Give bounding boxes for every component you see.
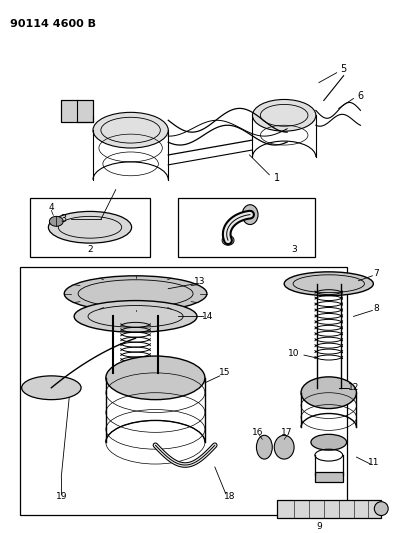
Ellipse shape xyxy=(242,205,258,224)
Text: 19: 19 xyxy=(55,492,67,501)
Bar xyxy=(315,472,343,482)
Text: 11: 11 xyxy=(367,457,379,466)
Ellipse shape xyxy=(48,212,132,243)
Ellipse shape xyxy=(301,377,356,409)
Ellipse shape xyxy=(93,112,168,148)
Ellipse shape xyxy=(64,276,207,311)
Ellipse shape xyxy=(284,272,373,296)
Bar xyxy=(20,267,347,514)
Text: 13: 13 xyxy=(194,277,206,286)
Text: 16: 16 xyxy=(252,428,263,437)
Text: 8: 8 xyxy=(373,304,379,313)
Text: 12: 12 xyxy=(348,383,359,392)
Bar xyxy=(61,100,93,122)
Text: 2: 2 xyxy=(87,245,93,254)
Text: 90114 4600 B: 90114 4600 B xyxy=(10,19,96,29)
Text: 3: 3 xyxy=(60,214,66,224)
Text: 3: 3 xyxy=(291,245,297,254)
Ellipse shape xyxy=(374,502,388,515)
Ellipse shape xyxy=(311,434,347,450)
Ellipse shape xyxy=(50,216,63,227)
Text: 5: 5 xyxy=(340,64,347,74)
Text: 4: 4 xyxy=(49,203,54,212)
Bar xyxy=(277,500,381,518)
Text: 10: 10 xyxy=(288,349,300,358)
Bar xyxy=(178,198,315,257)
Text: 18: 18 xyxy=(224,492,235,501)
Ellipse shape xyxy=(257,435,272,459)
Ellipse shape xyxy=(274,435,294,459)
Ellipse shape xyxy=(22,376,81,400)
Text: 6: 6 xyxy=(357,91,364,101)
Bar xyxy=(29,198,151,257)
Ellipse shape xyxy=(106,356,205,400)
Text: 15: 15 xyxy=(219,368,230,377)
Text: 7: 7 xyxy=(373,269,379,278)
Ellipse shape xyxy=(74,301,197,332)
Bar xyxy=(61,100,93,122)
Text: 9: 9 xyxy=(316,522,322,531)
Text: 1: 1 xyxy=(274,173,280,183)
Text: 17: 17 xyxy=(281,428,293,437)
Ellipse shape xyxy=(252,100,316,131)
Text: 14: 14 xyxy=(202,312,213,321)
Ellipse shape xyxy=(222,236,234,245)
